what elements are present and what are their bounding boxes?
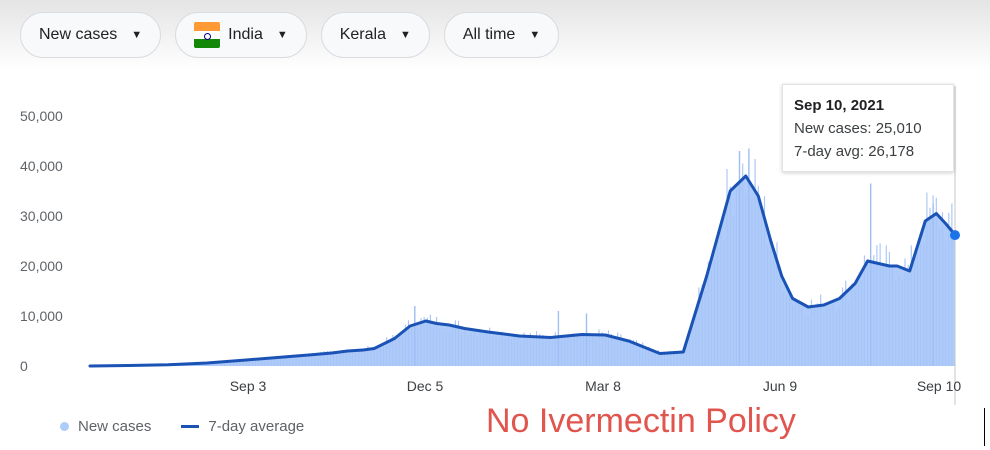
x-tick-label: Dec 5 xyxy=(406,378,444,394)
annotation-text: No Ivermectin Policy xyxy=(486,402,796,440)
country-filter-label: India xyxy=(228,26,263,43)
tooltip-date: Sep 10, 2021 xyxy=(794,97,885,114)
india-flag-icon xyxy=(194,22,221,48)
tooltip-new-cases: New cases: 25,010 xyxy=(794,120,922,137)
average-legend-label: 7-day average xyxy=(208,418,305,435)
edge-line xyxy=(984,408,985,446)
tooltip-7day-avg: 7-day avg: 26,178 xyxy=(794,143,915,160)
y-tick-label: 30,000 xyxy=(20,208,63,224)
new-cases-legend-label: New cases xyxy=(78,418,152,435)
time-range-filter[interactable]: All time ▼ xyxy=(443,12,560,58)
region-filter[interactable]: Kerala ▼ xyxy=(320,12,430,58)
x-tick-label: Mar 8 xyxy=(585,378,621,394)
hover-point[interactable] xyxy=(950,230,960,241)
chevron-down-icon: ▼ xyxy=(529,29,541,41)
x-tick-label: Jun 9 xyxy=(762,378,798,394)
y-tick-label: 50,000 xyxy=(20,108,63,124)
time-range-filter-label: All time xyxy=(462,26,516,43)
data-tooltip: Sep 10, 2021 New cases: 25,010 7-day avg… xyxy=(782,84,954,172)
chevron-down-icon: ▼ xyxy=(276,29,288,41)
chevron-down-icon: ▼ xyxy=(399,29,411,41)
average-line xyxy=(88,174,957,368)
metric-filter-label: New cases xyxy=(39,26,118,43)
y-tick-label: 40,000 xyxy=(20,158,63,174)
y-tick-label: 20,000 xyxy=(20,258,63,274)
chart-legend: New cases 7-day average xyxy=(60,418,304,435)
new-cases-legend-dot-icon xyxy=(60,422,69,431)
y-tick-label: 10,000 xyxy=(20,308,63,324)
x-tick-label: Sep 10 xyxy=(916,378,962,394)
filter-bar: New cases ▼ India ▼ Kerala ▼ All time ▼ xyxy=(20,12,560,58)
x-tick-label: Sep 3 xyxy=(229,378,267,394)
country-filter[interactable]: India ▼ xyxy=(175,12,307,58)
metric-filter[interactable]: New cases ▼ xyxy=(20,12,162,58)
y-tick-label: 0 xyxy=(20,358,28,374)
region-filter-label: Kerala xyxy=(339,26,386,43)
average-legend-line-icon xyxy=(181,425,200,428)
new-cases-area xyxy=(90,176,955,366)
chevron-down-icon: ▼ xyxy=(131,29,143,41)
